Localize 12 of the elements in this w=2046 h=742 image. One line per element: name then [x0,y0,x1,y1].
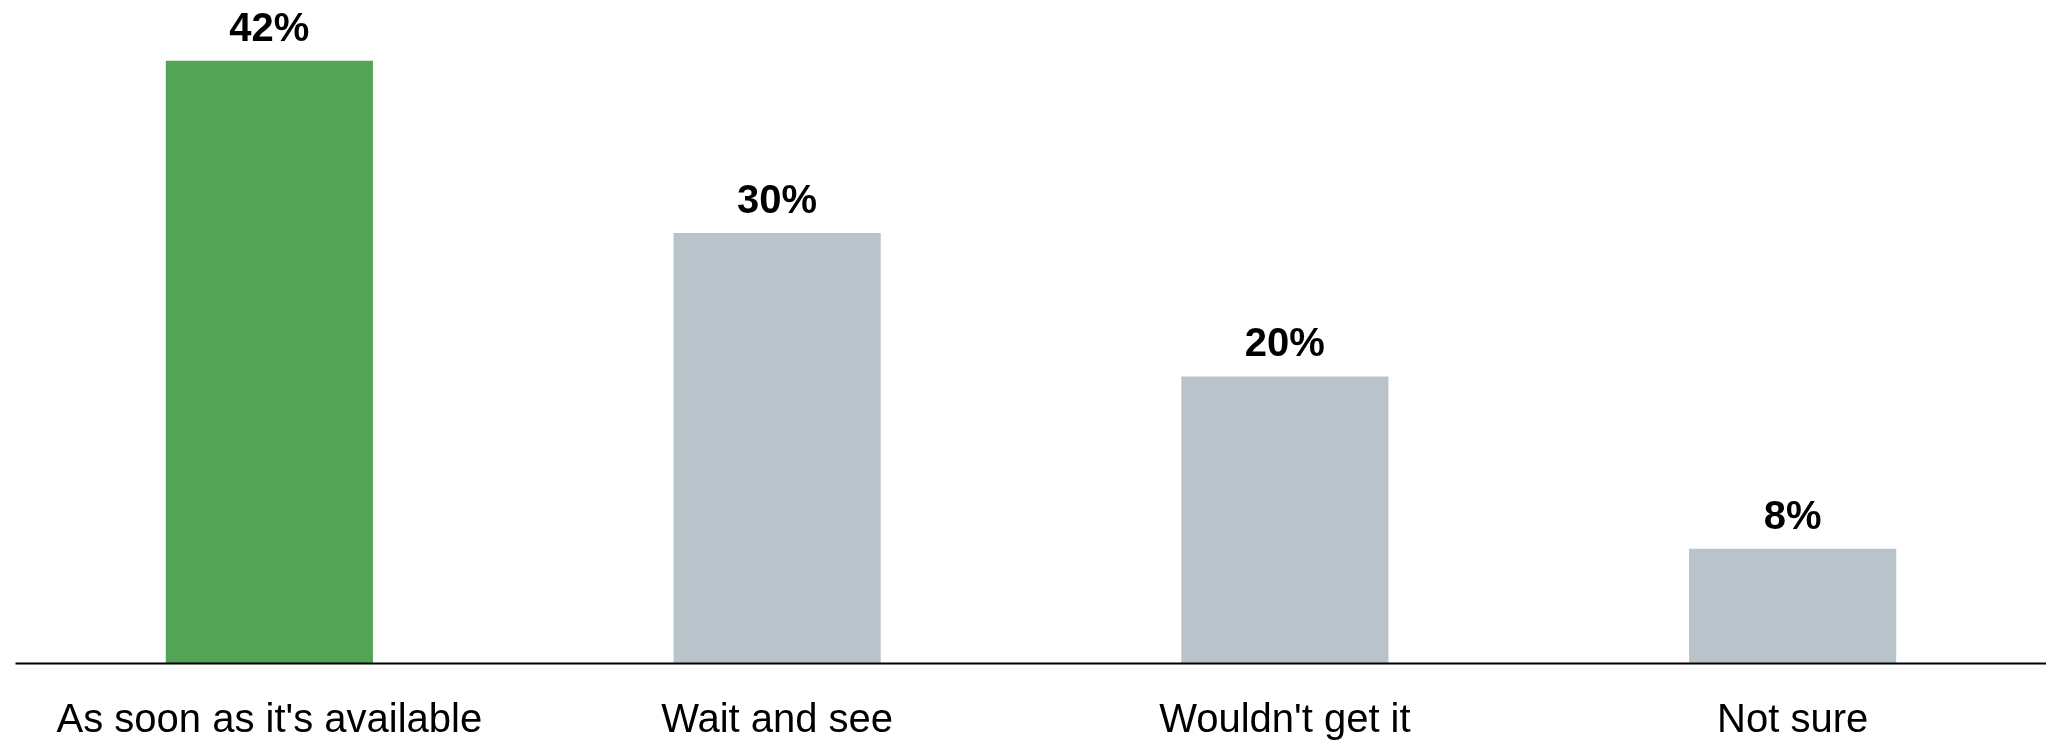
data-label: 30% [737,176,818,221]
x-tick-label: As soon as it's available [56,695,483,740]
data-label: 20% [1244,320,1325,365]
data-label: 8% [1763,492,1822,537]
data-label: 42% [229,4,310,49]
x-tick-label: Wait and see [661,695,894,740]
x-tick-label: Not sure [1717,695,1869,740]
bar [165,60,373,664]
x-tick-label: Wouldn't get it [1159,695,1411,740]
bar [1689,548,1897,664]
bar [1181,376,1389,664]
bar [673,232,881,664]
